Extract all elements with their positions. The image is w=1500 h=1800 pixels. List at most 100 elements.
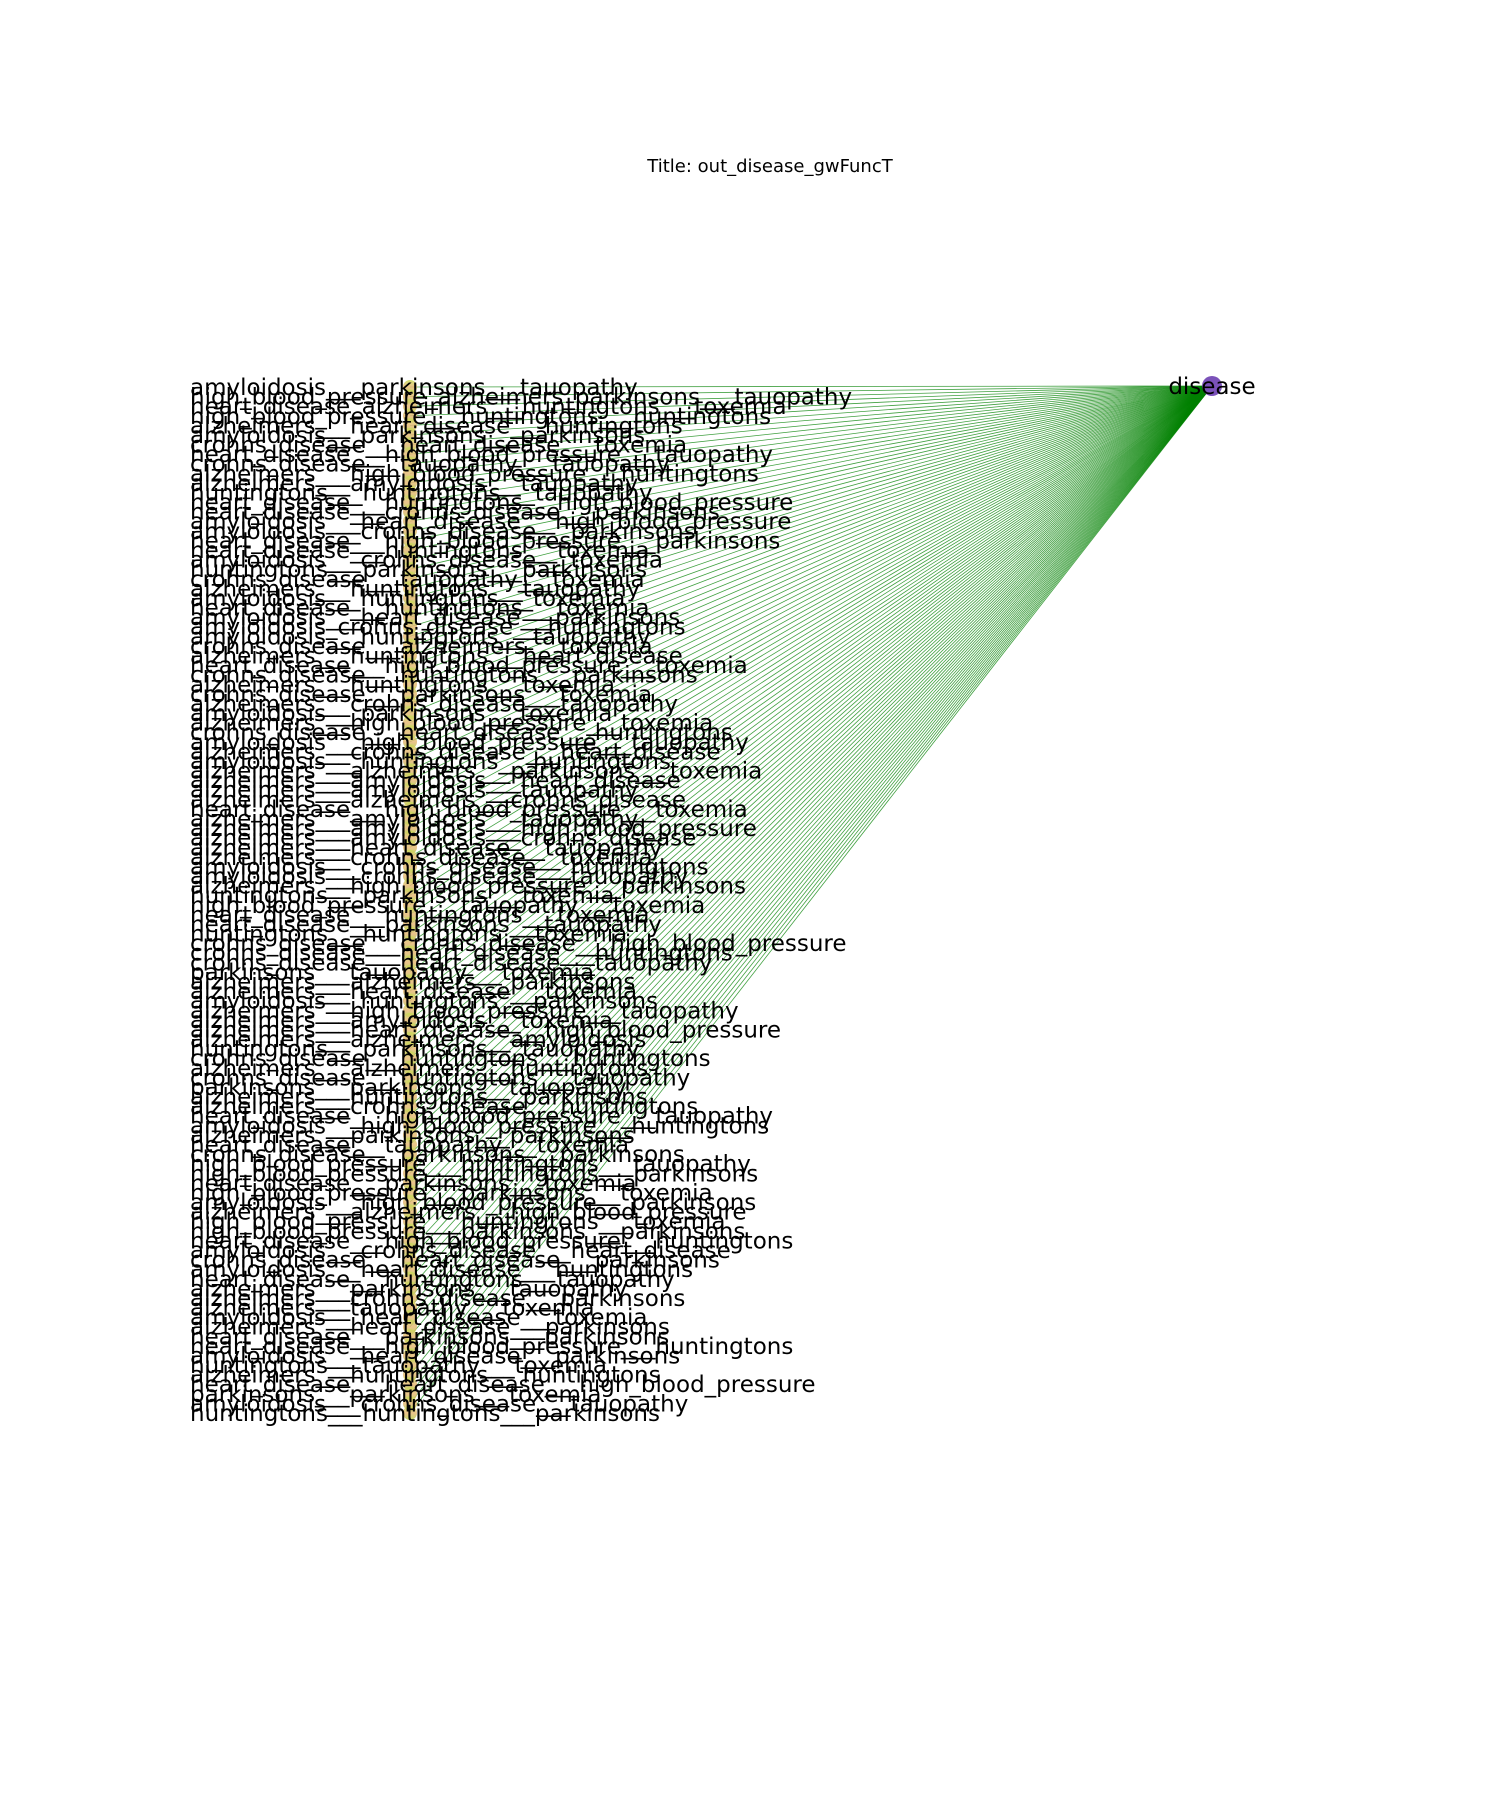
leaf-label: alzheimers___amyloidosis___toxemia [190, 1008, 613, 1034]
edge [409, 385, 1213, 532]
leaf-node [403, 1338, 417, 1353]
leaf-node [403, 1281, 417, 1296]
edge [409, 385, 1213, 1088]
edge [409, 385, 1213, 1117]
leaf-label: alzheimers___huntingtons___parkinsons [190, 1085, 648, 1111]
leaf-node [403, 1003, 417, 1018]
edge [409, 385, 1213, 647]
leaf-node [403, 466, 417, 481]
edge [409, 385, 1213, 676]
edge [409, 385, 1213, 1184]
leaf-node [403, 1406, 417, 1420]
leaf-node [403, 1166, 417, 1181]
edge [409, 385, 1213, 1001]
leaf-node [403, 456, 417, 471]
edge [409, 385, 1213, 925]
leaf-node [403, 1195, 417, 1210]
leaf-node [403, 1377, 417, 1392]
leaf-node [403, 427, 417, 442]
leaf-node [403, 1137, 417, 1152]
leaf-node [403, 504, 417, 519]
edge [409, 385, 1213, 723]
leaf-label: alzheimers___huntingtons___heart_disease [190, 643, 683, 669]
edge [409, 385, 1213, 1212]
leaf-label: alzheimers___alzheimers___parkinsons___t… [190, 759, 762, 785]
edge [409, 385, 1213, 1069]
leaf-label: high_blood_pressure___huntingtons___tauo… [190, 1152, 751, 1178]
leaf-label: alzheimers___alzheimers___parkinsons [190, 970, 635, 996]
leaf-label: amyloidosis___heart_disease___high_blood… [190, 509, 791, 535]
leaf-label: alzheimers___high_blood_pressure___parki… [190, 874, 746, 900]
leaf-label: heart_disease___high_blood_pressure___ta… [190, 1104, 773, 1130]
leaf-label: huntingtons___parkinsons___toxemia [190, 883, 614, 909]
edge [409, 385, 1213, 800]
edge [409, 385, 1213, 608]
leaf-label: heart_disease___huntingtons___toxemia [190, 596, 649, 622]
leaf-label: heart_disease___high_blood_pressure___hu… [190, 1334, 793, 1360]
edge [409, 385, 1213, 733]
leaf-label: crohns_disease___alzheimers___toxemia [190, 634, 653, 660]
edge [409, 385, 1213, 1059]
leaf-label: amyloidosis___huntingtons___huntingtons [190, 749, 671, 775]
edge [409, 385, 1213, 973]
leaf-label: alzheimers___crohns_disease___huntington… [190, 1094, 698, 1120]
leaf-label: heart_disease___parkinsons___tauopathy [190, 912, 662, 938]
edge [409, 385, 1213, 1375]
edge [409, 385, 1213, 714]
leaf-node [403, 619, 417, 634]
leaf-label: alzheimers___amyloidosis___high_blood_pr… [190, 816, 757, 842]
leaf-node [403, 562, 417, 577]
edge [409, 385, 1213, 397]
leaf-node [403, 801, 417, 816]
edge [409, 385, 1213, 560]
edge [409, 385, 1213, 906]
leaf-node [403, 859, 417, 874]
leaf-label: alzheimers___heart_disease___huntingtons [190, 413, 683, 439]
leaf-node [403, 1262, 417, 1277]
leaf-node [403, 1348, 417, 1363]
edge [409, 385, 1213, 886]
leaf-node [403, 1367, 417, 1382]
leaf-label: alzheimers___crohns_disease___heart_dise… [190, 739, 720, 765]
leaf-label: amyloidosis___huntingtons___toxemia [190, 586, 625, 612]
leaf-node [403, 734, 417, 749]
leaf-node [403, 552, 417, 567]
edge [409, 385, 1213, 829]
edge [409, 385, 1213, 1318]
leaf-label: alzheimers___heart_disease___parkinsons [190, 1315, 670, 1341]
leaf-label: amyloidosis___crohns_disease___toxemia [190, 548, 663, 574]
leaf-node [403, 1032, 417, 1047]
edge [409, 385, 1213, 436]
leaf-label: alzheimers___heart_disease___tauopathy [190, 835, 662, 861]
leaf-node [403, 1386, 417, 1401]
edge [409, 385, 1213, 551]
leaf-node [403, 1233, 417, 1248]
leaf-node [403, 792, 417, 807]
edge [409, 385, 1213, 445]
edge [409, 385, 1213, 819]
edge [409, 385, 1213, 848]
leaf-node [403, 1300, 417, 1315]
leaf-label: huntingtons___parkinsons___parkinsons [190, 557, 647, 583]
leaf-node [403, 475, 417, 490]
leaf-node [403, 590, 417, 605]
leaf-label: crohns_disease___huntingtons___parkinson… [190, 663, 698, 689]
edge [409, 385, 1213, 417]
leaf-node [403, 1271, 417, 1286]
leaf-node [403, 389, 417, 404]
edge [409, 385, 1213, 1232]
leaf-node [403, 610, 417, 625]
leaf-label: alzheimers___alzheimers___high_blood_pre… [190, 1200, 747, 1226]
leaf-node [403, 581, 417, 596]
leaf-node [403, 725, 417, 740]
edge [409, 385, 1213, 465]
leaf-node [403, 485, 417, 500]
leaf-label: heart_disease___high_blood_pressure___to… [190, 797, 748, 823]
edge [409, 385, 1213, 637]
leaf-label: alzheimers___heart_disease___toxemia [190, 979, 637, 1005]
edge [409, 385, 1213, 580]
leaf-label: crohns_disease___parkinsons___toxemia [190, 682, 652, 708]
edge [409, 385, 1213, 1404]
leaf-label: parkinsons___parkinsons___tauopathy [190, 1075, 627, 1101]
leaf-node [403, 380, 417, 394]
